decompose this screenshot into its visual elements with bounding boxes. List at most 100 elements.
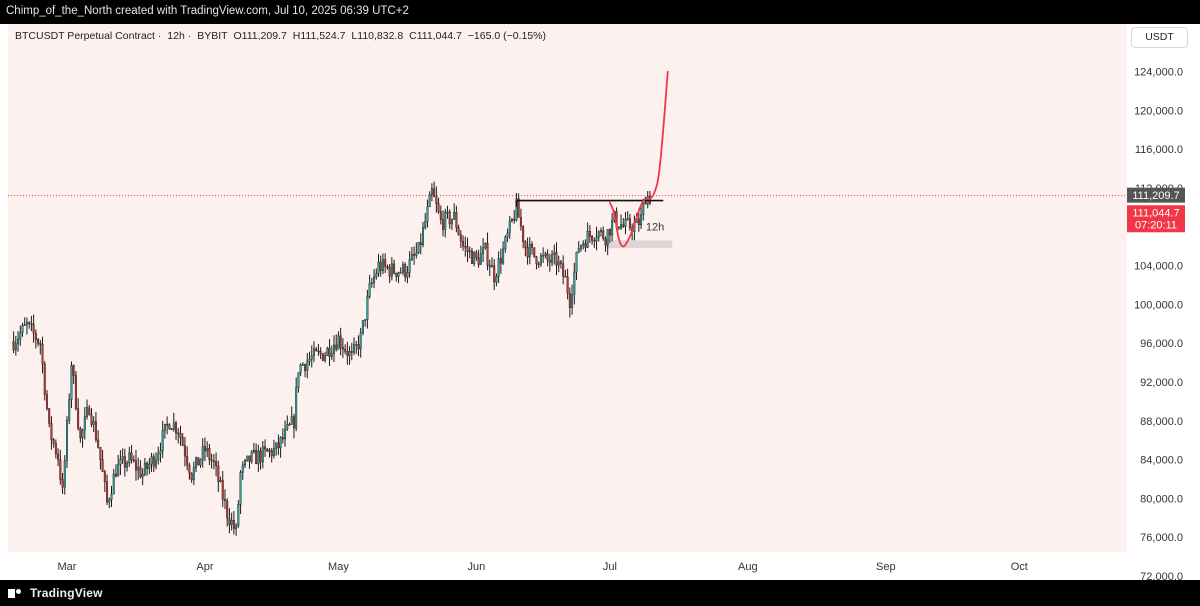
candle-body[interactable] (121, 456, 124, 460)
candle-body[interactable] (103, 471, 106, 482)
candle-body[interactable] (511, 218, 514, 221)
candle-body[interactable] (490, 265, 493, 268)
candle-body[interactable] (437, 203, 440, 212)
candle-body[interactable] (137, 466, 140, 471)
candle-body[interactable] (582, 243, 585, 246)
candle-body[interactable] (25, 322, 28, 325)
candle-body[interactable] (304, 364, 307, 371)
candle-body[interactable] (261, 446, 264, 463)
candle-body[interactable] (495, 276, 498, 283)
candle-body[interactable] (54, 443, 57, 455)
candle-body[interactable] (368, 283, 371, 297)
candle-body[interactable] (132, 459, 135, 462)
candle-body[interactable] (640, 214, 643, 225)
candle-body[interactable] (94, 421, 97, 441)
candle-body[interactable] (564, 276, 567, 278)
candle-body[interactable] (339, 335, 342, 348)
candle-body[interactable] (462, 241, 465, 247)
candle-body[interactable] (114, 473, 117, 477)
candle-body[interactable] (370, 282, 373, 284)
candle-body[interactable] (335, 344, 338, 350)
candle-body[interactable] (515, 198, 518, 221)
candle-body[interactable] (99, 447, 102, 460)
candle-body[interactable] (506, 232, 509, 238)
candle-body[interactable] (37, 339, 40, 344)
candle-body[interactable] (277, 442, 280, 449)
candle-body[interactable] (188, 464, 191, 474)
candle-body[interactable] (384, 259, 387, 267)
candle-body[interactable] (600, 230, 603, 233)
candle-body[interactable] (357, 344, 360, 350)
candle-body[interactable] (241, 464, 244, 473)
candle-body[interactable] (246, 455, 249, 461)
candle-body[interactable] (272, 448, 275, 457)
candle-body[interactable] (533, 247, 536, 257)
candle-body[interactable] (21, 325, 24, 333)
candle-body[interactable] (306, 361, 309, 371)
candle-body[interactable] (206, 448, 209, 452)
candle-body[interactable] (301, 364, 304, 366)
candle-body[interactable] (81, 429, 84, 439)
candle-body[interactable] (433, 188, 436, 197)
candle-body[interactable] (539, 255, 542, 265)
candle-body[interactable] (548, 259, 551, 263)
candle-body[interactable] (482, 247, 485, 254)
candle-body[interactable] (622, 224, 625, 227)
candle-body[interactable] (297, 372, 300, 388)
candle-body[interactable] (57, 453, 60, 460)
candle-body[interactable] (28, 322, 31, 324)
candle-body[interactable] (620, 224, 623, 229)
candle-body[interactable] (197, 457, 200, 466)
candle-body[interactable] (608, 229, 611, 236)
candle-body[interactable] (126, 462, 129, 468)
currency-selector[interactable]: USDT (1131, 27, 1188, 48)
candle-body[interactable] (361, 320, 364, 334)
candle-body[interactable] (377, 261, 380, 274)
candle-body[interactable] (201, 446, 204, 460)
candle-body[interactable] (23, 324, 26, 326)
candle-body[interactable] (488, 264, 491, 268)
candle-body[interactable] (68, 399, 71, 421)
legend-symbol[interactable]: BTCUSDT Perpetual Contract (15, 30, 155, 42)
candle-body[interactable] (348, 351, 351, 356)
candle-body[interactable] (63, 460, 66, 488)
candle-body[interactable] (275, 442, 278, 449)
candle-body[interactable] (353, 344, 356, 353)
candle-body[interactable] (83, 416, 86, 431)
candle-body[interactable] (181, 437, 184, 446)
support-zone[interactable] (605, 240, 673, 249)
candle-body[interactable] (408, 259, 411, 273)
candle-body[interactable] (450, 218, 453, 225)
candle-body[interactable] (195, 457, 198, 468)
candle-body[interactable] (381, 259, 384, 271)
candle-body[interactable] (375, 273, 378, 278)
legend-interval[interactable]: 12h (167, 30, 185, 42)
candle-body[interactable] (219, 480, 222, 482)
candle-body[interactable] (597, 231, 600, 238)
candle-body[interactable] (299, 364, 302, 373)
candle-body[interactable] (399, 271, 402, 274)
candle-body[interactable] (179, 432, 182, 438)
candle-body[interactable] (250, 451, 253, 462)
candle-body[interactable] (526, 247, 529, 258)
candle-body[interactable] (50, 423, 53, 440)
candle-body[interactable] (531, 244, 534, 248)
candle-body[interactable] (134, 460, 137, 471)
candle-body[interactable] (175, 422, 178, 434)
candle-body[interactable] (14, 343, 17, 351)
candle-body[interactable] (217, 465, 220, 482)
candle-body[interactable] (259, 450, 262, 463)
candle-body[interactable] (74, 375, 77, 409)
candle-body[interactable] (32, 323, 35, 334)
candle-body[interactable] (448, 211, 451, 225)
candle-body[interactable] (493, 265, 496, 283)
candle-body[interactable] (477, 257, 480, 265)
candle-body[interactable] (141, 473, 144, 478)
candle-body[interactable] (611, 220, 614, 236)
candle-body[interactable] (52, 439, 55, 444)
candle-body[interactable] (130, 452, 133, 461)
candle-body[interactable] (152, 456, 155, 467)
candle-body[interactable] (390, 263, 393, 277)
candle-body[interactable] (586, 231, 589, 248)
candle-body[interactable] (426, 206, 429, 222)
